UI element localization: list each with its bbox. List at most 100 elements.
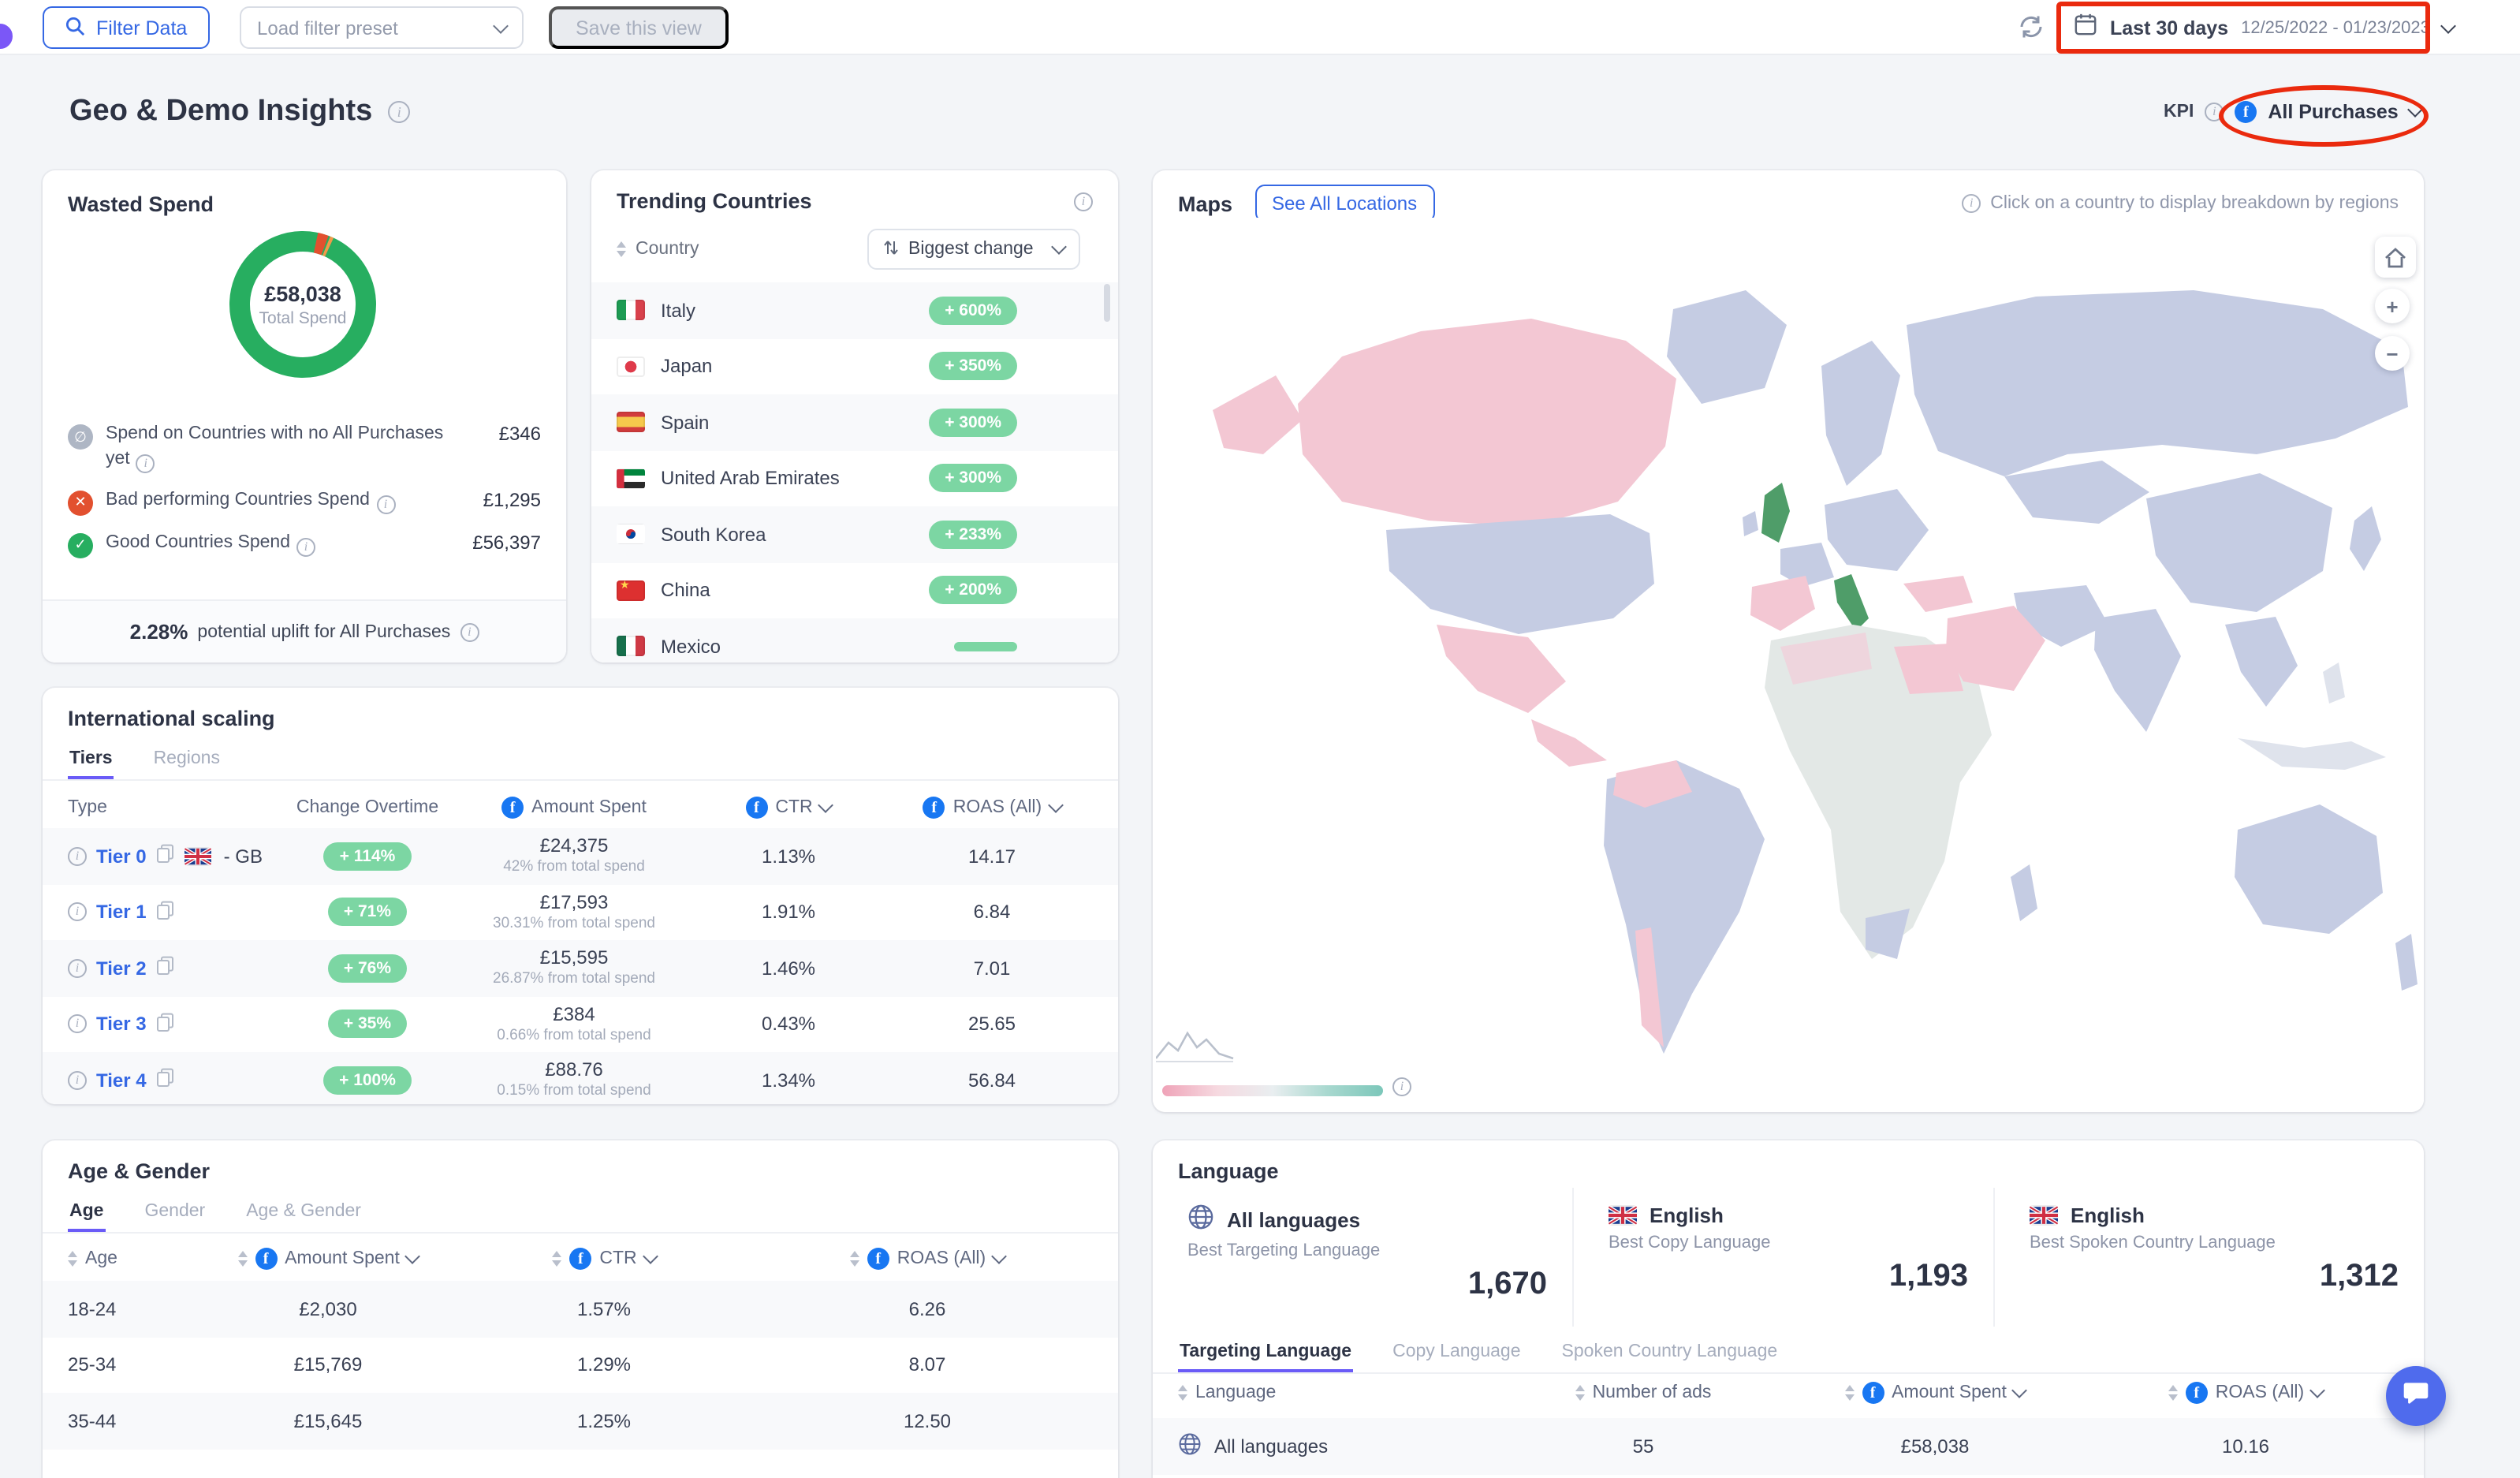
no-purchase-spend-value: £346 bbox=[499, 423, 541, 445]
col-age[interactable]: Age bbox=[68, 1249, 210, 1268]
tier-link[interactable]: Tier 4 bbox=[96, 1069, 147, 1092]
info-icon[interactable] bbox=[136, 453, 155, 472]
sort-icon[interactable] bbox=[617, 241, 626, 257]
tier-link[interactable]: Tier 1 bbox=[96, 901, 147, 924]
col-ctr[interactable]: CTR bbox=[446, 1248, 762, 1270]
trending-sort-select[interactable]: Biggest change bbox=[867, 229, 1080, 270]
scrollbar-thumb[interactable] bbox=[1104, 284, 1110, 322]
info-icon[interactable] bbox=[68, 847, 87, 866]
filter-data-button[interactable]: Filter Data bbox=[43, 6, 209, 49]
trending-row-china[interactable]: China + 200% bbox=[591, 562, 1118, 618]
tab-spoken-country-language[interactable]: Spoken Country Language bbox=[1560, 1333, 1780, 1372]
info-icon[interactable] bbox=[1074, 192, 1093, 211]
tab-regions[interactable]: Regions bbox=[152, 740, 222, 779]
info-icon[interactable] bbox=[376, 495, 395, 513]
col-ctr[interactable]: CTR bbox=[686, 797, 891, 819]
tier-link[interactable]: Tier 3 bbox=[96, 1013, 147, 1036]
col-roas[interactable]: ROAS (All) bbox=[762, 1248, 1093, 1270]
col-amount-spent[interactable]: Amount Spent bbox=[462, 797, 686, 819]
age-row[interactable]: 35-44 £15,645 1.25% 12.50 bbox=[43, 1393, 1118, 1449]
trending-row-italy[interactable]: Italy + 600% bbox=[591, 282, 1118, 338]
legend-info-icon[interactable] bbox=[1392, 1077, 1411, 1096]
col-number-of-ads[interactable]: Number of ads bbox=[1509, 1383, 1777, 1402]
tier-row[interactable]: Tier 0 - GB + 114% £24,37542% from total… bbox=[43, 828, 1118, 884]
kpi-info-icon[interactable] bbox=[2205, 103, 2224, 121]
country-name: Japan bbox=[661, 356, 712, 378]
see-all-locations-button[interactable]: See All Locations bbox=[1254, 185, 1434, 222]
info-icon[interactable] bbox=[68, 959, 87, 978]
info-icon[interactable] bbox=[460, 622, 479, 641]
tier-link[interactable]: Tier 2 bbox=[96, 957, 147, 980]
roas-value: 6.84 bbox=[891, 901, 1093, 924]
kpi-selector[interactable]: KPI All Purchases bbox=[2164, 101, 2421, 123]
trending-row-mexico[interactable]: Mexico bbox=[591, 618, 1118, 662]
country-column-header[interactable]: Country bbox=[636, 240, 699, 259]
map-zoom-in-button[interactable]: + bbox=[2375, 289, 2410, 323]
tier-row[interactable]: Tier 3 + 35% £3840.66% from total spend … bbox=[43, 996, 1118, 1052]
page-title-info-icon[interactable] bbox=[388, 101, 410, 123]
tier-link[interactable]: Tier 0 bbox=[96, 845, 147, 868]
copy-icon[interactable] bbox=[156, 901, 175, 924]
world-map-container[interactable] bbox=[1153, 218, 2424, 1112]
tab-tiers[interactable]: Tiers bbox=[68, 740, 114, 779]
trending-row-japan[interactable]: Japan + 350% bbox=[591, 338, 1118, 394]
tab-age-gender[interactable]: Age & Gender bbox=[244, 1192, 363, 1232]
copy-icon[interactable] bbox=[156, 957, 175, 980]
chat-widget-button[interactable] bbox=[2386, 1366, 2446, 1426]
trending-row-uae[interactable]: United Arab Emirates + 300% bbox=[591, 450, 1118, 506]
map-home-button[interactable] bbox=[2375, 237, 2416, 278]
tab-targeting-language[interactable]: Targeting Language bbox=[1178, 1333, 1353, 1372]
stat-sub-label: Best Targeting Language bbox=[1187, 1241, 1547, 1260]
ctr-value: 1.34% bbox=[686, 1069, 891, 1092]
info-icon[interactable] bbox=[68, 903, 87, 922]
uplift-value: 2.28% bbox=[130, 620, 188, 644]
save-view-button[interactable]: Save this view bbox=[549, 6, 729, 49]
swap-vertical-icon bbox=[883, 237, 899, 261]
tab-age[interactable]: Age bbox=[68, 1192, 105, 1232]
age-gender-title: Age & Gender bbox=[43, 1140, 1118, 1192]
age-row[interactable]: 18-24 £2,030 1.57% 6.26 bbox=[43, 1281, 1118, 1337]
world-map[interactable] bbox=[1153, 218, 2424, 1058]
amount-spent: £2,030 bbox=[210, 1298, 446, 1320]
change-badge: + 300% bbox=[929, 409, 1017, 437]
tier-row[interactable]: Tier 1 + 71% £17,59330.31% from total sp… bbox=[43, 884, 1118, 940]
roas-value: 8.07 bbox=[762, 1354, 1093, 1376]
col-roas[interactable]: ROAS (All) bbox=[891, 797, 1093, 819]
col-type[interactable]: Type bbox=[68, 798, 273, 817]
map-zoom-out-button[interactable]: − bbox=[2375, 336, 2410, 371]
trending-row-south-korea[interactable]: South Korea + 233% bbox=[591, 506, 1118, 562]
date-range-picker[interactable]: Last 30 days 12/25/2022 - 01/23/2023 bbox=[2074, 8, 2454, 49]
tab-gender[interactable]: Gender bbox=[143, 1192, 207, 1232]
chevron-down-icon bbox=[2440, 18, 2456, 34]
language-row[interactable]: All languages 55 £58,038 10.16 bbox=[1153, 1418, 2424, 1474]
tier-row[interactable]: Tier 2 + 76% £15,59526.87% from total sp… bbox=[43, 940, 1118, 996]
info-icon[interactable] bbox=[68, 1015, 87, 1034]
col-language[interactable]: Language bbox=[1178, 1383, 1509, 1402]
load-filter-preset-select[interactable]: Load filter preset bbox=[240, 6, 524, 49]
col-change-overtime[interactable]: Change Overtime bbox=[273, 798, 462, 817]
copy-icon[interactable] bbox=[156, 1013, 175, 1036]
col-roas[interactable]: ROAS (All) bbox=[2093, 1382, 2399, 1404]
tier-row[interactable]: Tier 4 + 100% £88.760.15% from total spe… bbox=[43, 1052, 1118, 1104]
bad-countries-spend-label: Bad performing Countries Spend bbox=[106, 490, 370, 509]
globe-icon bbox=[1178, 1432, 1202, 1461]
ctr-value: 1.91% bbox=[686, 901, 891, 924]
age-row[interactable]: 25-34 £15,769 1.29% 8.07 bbox=[43, 1337, 1118, 1393]
info-icon[interactable] bbox=[296, 537, 315, 556]
copy-icon[interactable] bbox=[156, 845, 175, 868]
col-amount-spent[interactable]: Amount Spent bbox=[1777, 1382, 2093, 1404]
refresh-icon[interactable] bbox=[2017, 13, 2045, 49]
info-icon[interactable] bbox=[68, 1071, 87, 1090]
facebook-icon bbox=[1862, 1382, 1884, 1404]
donut-center-label: £58,038 Total Spend bbox=[221, 222, 385, 386]
preset-placeholder: Load filter preset bbox=[257, 17, 398, 39]
kpi-value: All Purchases bbox=[2268, 101, 2398, 123]
best-targeting-language-stat: All languages Best Targeting Language 1,… bbox=[1153, 1188, 1572, 1327]
trending-row-spain[interactable]: Spain + 300% bbox=[591, 394, 1118, 450]
trending-sort-value: Biggest change bbox=[908, 240, 1034, 259]
col-amount-spent[interactable]: Amount Spent bbox=[210, 1248, 446, 1270]
tab-copy-language[interactable]: Copy Language bbox=[1391, 1333, 1522, 1372]
calendar-icon bbox=[2074, 13, 2097, 44]
flag-japan-icon bbox=[617, 356, 645, 377]
copy-icon[interactable] bbox=[156, 1069, 175, 1092]
